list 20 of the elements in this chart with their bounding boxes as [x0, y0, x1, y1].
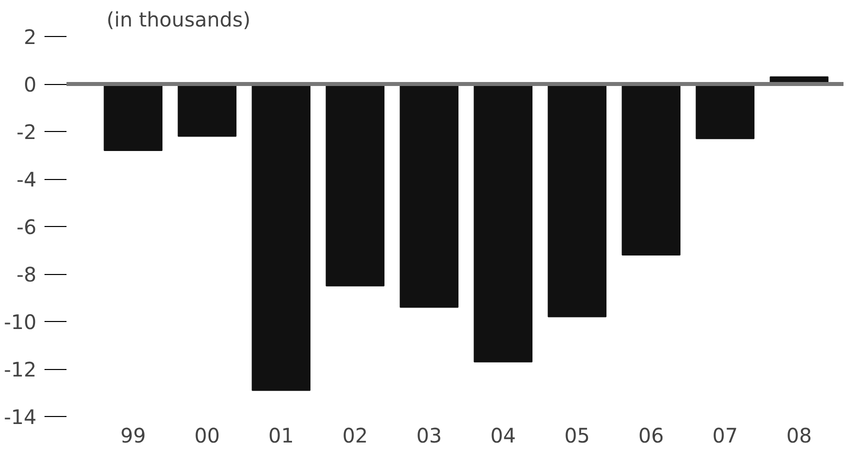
- y-tick-label: -6: [16, 215, 37, 239]
- x-tick-label: 08: [786, 424, 812, 448]
- x-tick-label: 06: [638, 424, 664, 448]
- x-tick-label: 00: [194, 424, 220, 448]
- x-tick-label: 01: [268, 424, 294, 448]
- y-tick-label: -8: [16, 262, 37, 286]
- y-tick-label: 0: [24, 72, 37, 96]
- x-tick-label: 04: [490, 424, 516, 448]
- y-tick-label: -14: [4, 405, 37, 429]
- x-tick-label: 99: [120, 424, 146, 448]
- y-tick-label: 2: [24, 25, 37, 49]
- x-tick-label: 02: [342, 424, 368, 448]
- y-tick-label: -10: [4, 310, 37, 334]
- y-tick-label: -2: [16, 120, 37, 144]
- y-axis-title: (in thousands): [106, 8, 251, 32]
- x-tick-label: 07: [712, 424, 738, 448]
- y-tick-label: -4: [16, 168, 37, 192]
- x-tick-label: 03: [416, 424, 442, 448]
- y-tick-label: -12: [4, 358, 37, 382]
- x-tick-label: 05: [564, 424, 590, 448]
